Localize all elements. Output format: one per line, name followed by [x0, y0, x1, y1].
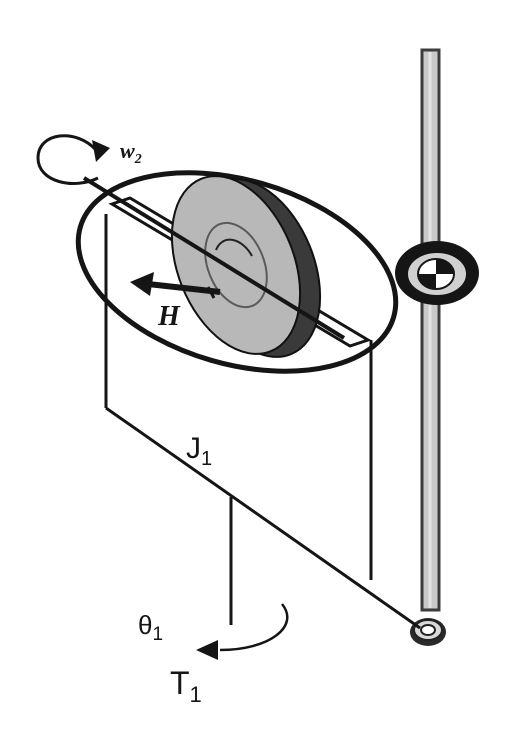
- output-rotation-arrow: [196, 603, 289, 660]
- pivot-bearing: [410, 618, 446, 646]
- spin-axis: [82, 176, 346, 340]
- support-rod: [420, 48, 441, 612]
- h-label: H: [157, 301, 181, 332]
- rod-bearing: [395, 241, 479, 305]
- spin-rotation-arrow: [36, 134, 99, 186]
- theta1-label: θ1: [138, 610, 163, 645]
- w2-label: w2: [120, 138, 142, 167]
- outer-gimbal-frame: [104, 214, 421, 630]
- j1-label: J1: [186, 432, 212, 470]
- inner-gimbal-ring: [75, 170, 399, 374]
- spin-rotation-arrowhead: [92, 140, 110, 162]
- rotor-disc: [170, 175, 322, 358]
- t1-label: T1: [170, 665, 202, 707]
- angular-momentum-arrow: [130, 272, 221, 299]
